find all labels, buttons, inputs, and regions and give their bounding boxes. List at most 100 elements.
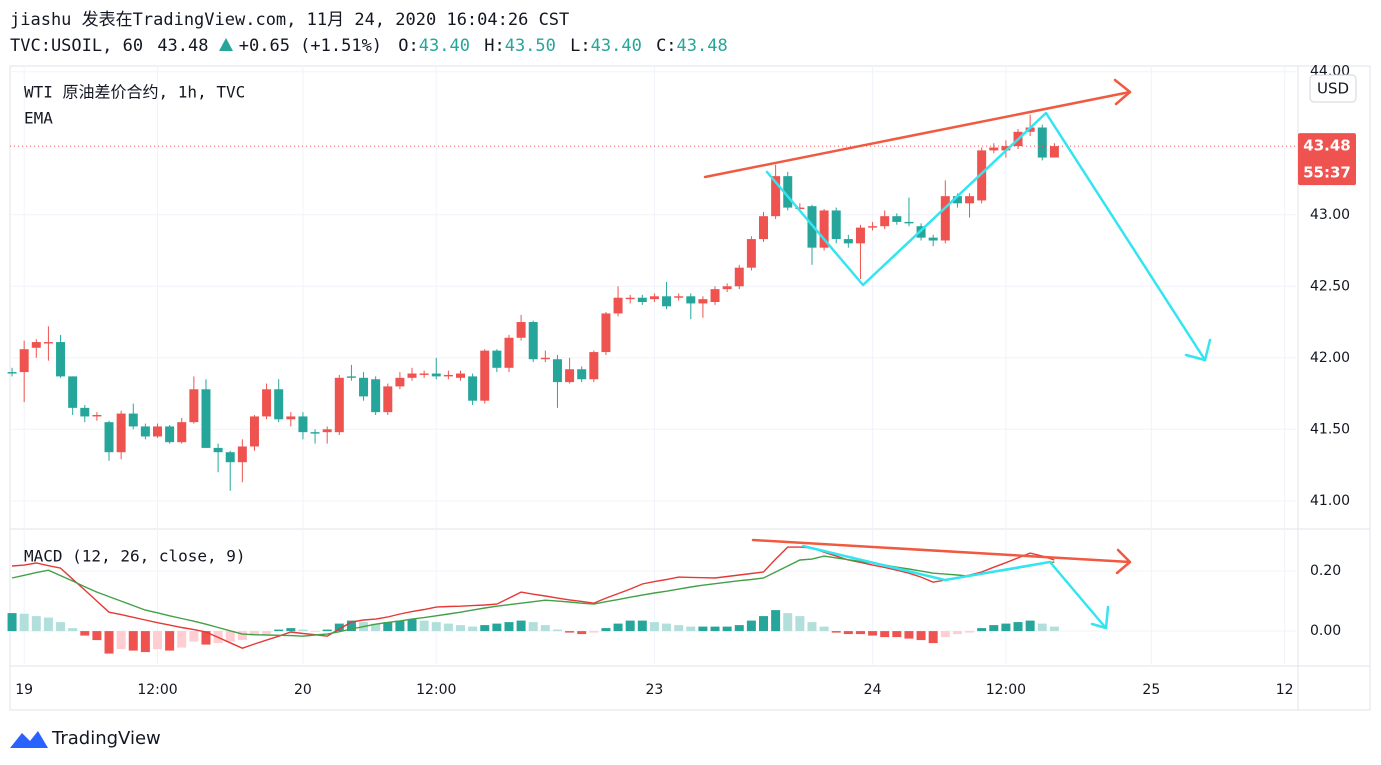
candle-body — [746, 239, 756, 268]
histogram-bar — [1013, 622, 1023, 632]
candle-body — [80, 407, 90, 417]
candle-body — [977, 150, 987, 201]
chart-border — [9, 65, 1371, 711]
high-value: 43.50 — [505, 36, 556, 56]
y-tick-label: 0.00 — [1310, 623, 1341, 639]
histogram-bar — [189, 631, 199, 642]
arrow-head — [1184, 338, 1212, 362]
candle-body — [540, 357, 550, 360]
candle-body — [613, 297, 623, 314]
candle-body — [19, 349, 29, 373]
high-label: H: — [484, 36, 504, 56]
candle-body — [892, 216, 902, 222]
candle-body — [286, 416, 296, 420]
candle-body — [662, 296, 672, 307]
histogram-bar — [904, 631, 914, 639]
histogram-bar — [734, 625, 744, 632]
axis-overlay: 19 12:00 20 12:00 23 24 12:00 25 12 41.00 41.50 42.… — [15, 64, 1357, 698]
candle-body — [443, 374, 453, 377]
candle-body — [395, 377, 405, 387]
histogram-bar — [843, 631, 853, 635]
histogram-bar — [431, 622, 441, 632]
histogram-bar — [649, 622, 659, 632]
candle-body — [674, 296, 684, 298]
histogram-bar — [225, 631, 235, 642]
y-tick-label: 41.00 — [1310, 493, 1350, 509]
brand: TradingView — [51, 728, 161, 749]
histogram-bar — [710, 626, 720, 632]
histogram-bar — [201, 631, 211, 645]
histogram-bar — [395, 620, 405, 632]
histogram-bar — [686, 626, 696, 632]
histogram-bar — [19, 613, 29, 632]
candle-body — [710, 289, 720, 303]
candle-body — [589, 352, 599, 380]
candle-body — [649, 296, 659, 300]
histogram-bar — [468, 626, 478, 632]
histogram-bar — [662, 623, 672, 632]
countdown: 55:37 — [1303, 164, 1351, 182]
price-label-box — [1298, 133, 1356, 186]
candle-body — [698, 299, 708, 304]
histogram-bar — [322, 629, 332, 632]
histogram-bar — [68, 628, 78, 632]
x-tick-label: 12:00 — [986, 682, 1026, 698]
candle-body — [528, 322, 538, 360]
histogram-bar — [783, 613, 793, 632]
candle-body — [686, 296, 696, 304]
candle-body — [213, 447, 223, 453]
histogram-bar — [601, 628, 611, 632]
logo-icon — [10, 731, 48, 748]
histogram-bar — [480, 625, 490, 632]
histogram-bar — [625, 620, 635, 632]
candle-body — [359, 377, 369, 397]
histogram-bar — [831, 631, 841, 633]
candle-body — [225, 452, 235, 463]
currency-button[interactable] — [1309, 74, 1357, 103]
histogram-bar — [928, 631, 938, 644]
histogram-bar — [952, 631, 962, 635]
publish-info: jiashu 发表在TradingView.com, 11月 24, 2020 … — [10, 10, 569, 30]
x-tick-label: 12:00 — [137, 682, 177, 698]
up-triangle — [219, 38, 233, 51]
histogram-bar — [540, 625, 550, 632]
histogram-bar — [43, 617, 53, 632]
histogram-bar — [56, 622, 66, 632]
candle-body — [1025, 127, 1035, 132]
plot — [7, 66, 1298, 666]
histogram-bar — [237, 631, 247, 641]
currency: USD — [1317, 80, 1349, 98]
histogram-bar — [880, 631, 890, 638]
histogram-bar — [92, 631, 102, 641]
histogram-bar — [977, 628, 987, 632]
histogram-bar — [128, 631, 138, 651]
y-tick-label: 42.00 — [1310, 350, 1350, 366]
histogram-bar — [989, 625, 999, 632]
candle-body — [249, 416, 259, 447]
zigzag-line — [765, 111, 1207, 362]
histogram-bar — [637, 620, 647, 632]
histogram-bar — [940, 631, 950, 638]
histogram-bar — [274, 629, 284, 632]
arrow-head — [1115, 548, 1132, 575]
histogram-bar — [286, 628, 296, 632]
x-tick-label: 23 — [646, 682, 664, 698]
histogram-bar — [298, 629, 308, 632]
candle-body — [819, 210, 829, 248]
price-label: 43.48 — [1303, 137, 1350, 155]
price: 43.48 — [157, 36, 208, 56]
candle-body — [104, 422, 114, 453]
histogram-bar — [407, 619, 417, 632]
candle-body — [565, 369, 575, 383]
candle-body — [940, 196, 950, 241]
candle-body — [601, 313, 611, 353]
histogram-bar — [516, 620, 526, 632]
histogram-bar — [165, 631, 175, 651]
candle-body — [189, 389, 199, 423]
x-tick-label: 12 — [1276, 682, 1294, 698]
candle-body — [7, 372, 17, 374]
candle-body — [334, 377, 344, 433]
candle-body — [795, 207, 805, 210]
candle-body — [504, 337, 514, 368]
candle-body — [43, 342, 53, 344]
